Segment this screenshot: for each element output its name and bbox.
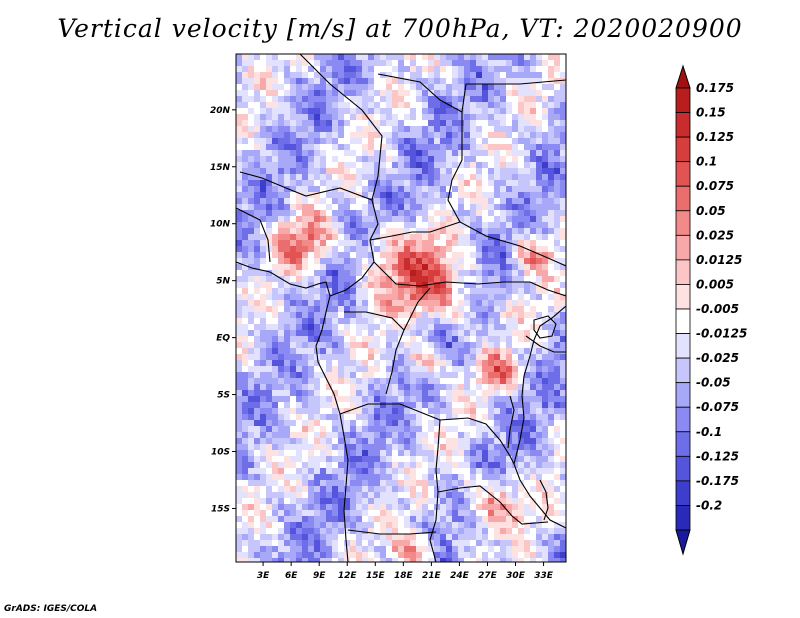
colorbar-label: -0.0125 [696, 327, 747, 341]
lon-tick-label: 9E [313, 571, 326, 581]
colorbar-label: 0.0125 [696, 253, 742, 267]
colorbar-swatch [675, 112, 691, 138]
colorbar-label: -0.05 [696, 376, 731, 390]
lat-tick-label: 15S [211, 504, 230, 514]
lon-tick-label: 30E [506, 571, 526, 581]
lake-victoria [533, 315, 557, 339]
lat-tick-label: 5N [216, 277, 230, 287]
border-south-3 [437, 485, 549, 525]
colorbar-swatch [675, 161, 691, 187]
colorbar-label: 0.15 [696, 106, 726, 120]
map-frame [235, 53, 567, 563]
coastline-east [513, 305, 566, 529]
colorbar-label: 0.175 [696, 81, 734, 95]
colorbar-swatch [675, 333, 691, 359]
lat-tick-label: 5S [217, 391, 230, 401]
colorbar-label: -0.005 [696, 302, 739, 316]
border-north-1 [299, 54, 383, 241]
colorbar-label: -0.125 [696, 449, 739, 463]
colorbar-swatch [675, 308, 691, 334]
border-east-lake-1 [507, 395, 515, 449]
colorbar-label: 0.005 [696, 277, 734, 291]
lat-tick-label: 15N [210, 163, 231, 173]
lon-tick-label: 27E [478, 571, 498, 581]
velocity-field [236, 54, 566, 562]
latitude-axis: 20N 15N 10N 5N EQ 5S 10S 15S [210, 106, 236, 514]
border-central-3 [373, 261, 566, 297]
colorbar-top-arrow [675, 64, 691, 89]
border-central-5 [403, 287, 431, 331]
colorbar-swatch [675, 136, 691, 163]
colorbar-swatch [675, 357, 691, 384]
lon-tick-label: 12E [338, 571, 358, 581]
border-central-2 [329, 239, 375, 297]
colorbar-label: -0.2 [696, 498, 722, 512]
colorbar-label: 0.025 [696, 228, 734, 242]
lat-tick-label: 10N [210, 220, 231, 230]
lat-tick-label: 10S [211, 448, 230, 458]
lon-tick-label: 18E [394, 571, 414, 581]
colorbar-swatch [675, 406, 691, 433]
lon-tick-label: 21E [422, 571, 442, 581]
colorbar-label: 0.05 [696, 204, 726, 218]
colorbar-label: 0.125 [696, 130, 734, 144]
grads-credit: GrADS: IGES/COLA [4, 604, 98, 614]
colorbar-swatch [675, 259, 691, 285]
border-south-1 [347, 529, 437, 535]
colorbar: 0.175 0.15 0.125 0.1 0.075 0.05 0.025 0.0125 0.0… [675, 64, 747, 556]
lon-tick-label: 33E [534, 571, 554, 581]
colorbar-swatch [675, 210, 691, 236]
border-north-3 [236, 207, 271, 263]
border-central-1 [369, 221, 461, 241]
coastline-west [236, 261, 349, 562]
colorbar-label: -0.1 [696, 425, 722, 439]
longitude-axis: 3E 6E 9E 12E 15E 18E 21E 24E 27E 30E 33E [257, 562, 554, 581]
colorbar-swatch [675, 185, 691, 212]
colorbar-label: 0.075 [696, 179, 734, 193]
lake-malawi [539, 479, 549, 521]
colorbar-swatch [675, 382, 691, 408]
lon-tick-label: 24E [450, 571, 470, 581]
lon-tick-label: 3E [257, 571, 270, 581]
map-title: Vertical velocity [m/s] at 700hPa, VT: 2… [57, 14, 743, 43]
lon-tick-label: 15E [366, 571, 386, 581]
border-central-6 [339, 403, 441, 562]
colorbar-swatch [675, 87, 691, 113]
border-south-2 [439, 417, 515, 465]
colorbar-label: 0.1 [696, 155, 717, 169]
lat-tick-label: EQ [216, 334, 230, 344]
border-east-2 [525, 335, 566, 353]
colorbar-label: -0.175 [696, 474, 739, 488]
colorbar-swatch [675, 480, 691, 506]
colorbar-swatch [675, 234, 691, 261]
colorbar-bottom-arrow [675, 529, 691, 556]
colorbar-label: -0.075 [696, 400, 739, 414]
border-north-2 [239, 171, 373, 201]
country-borders [236, 54, 566, 562]
lon-tick-label: 6E [285, 571, 298, 581]
colorbar-label: -0.025 [696, 351, 739, 365]
colorbar-swatch [675, 284, 691, 310]
colorbar-swatch [675, 455, 691, 482]
colorbar-swatch [675, 505, 691, 531]
lat-tick-label: 20N [210, 106, 231, 116]
colorbar-swatch [675, 431, 691, 457]
